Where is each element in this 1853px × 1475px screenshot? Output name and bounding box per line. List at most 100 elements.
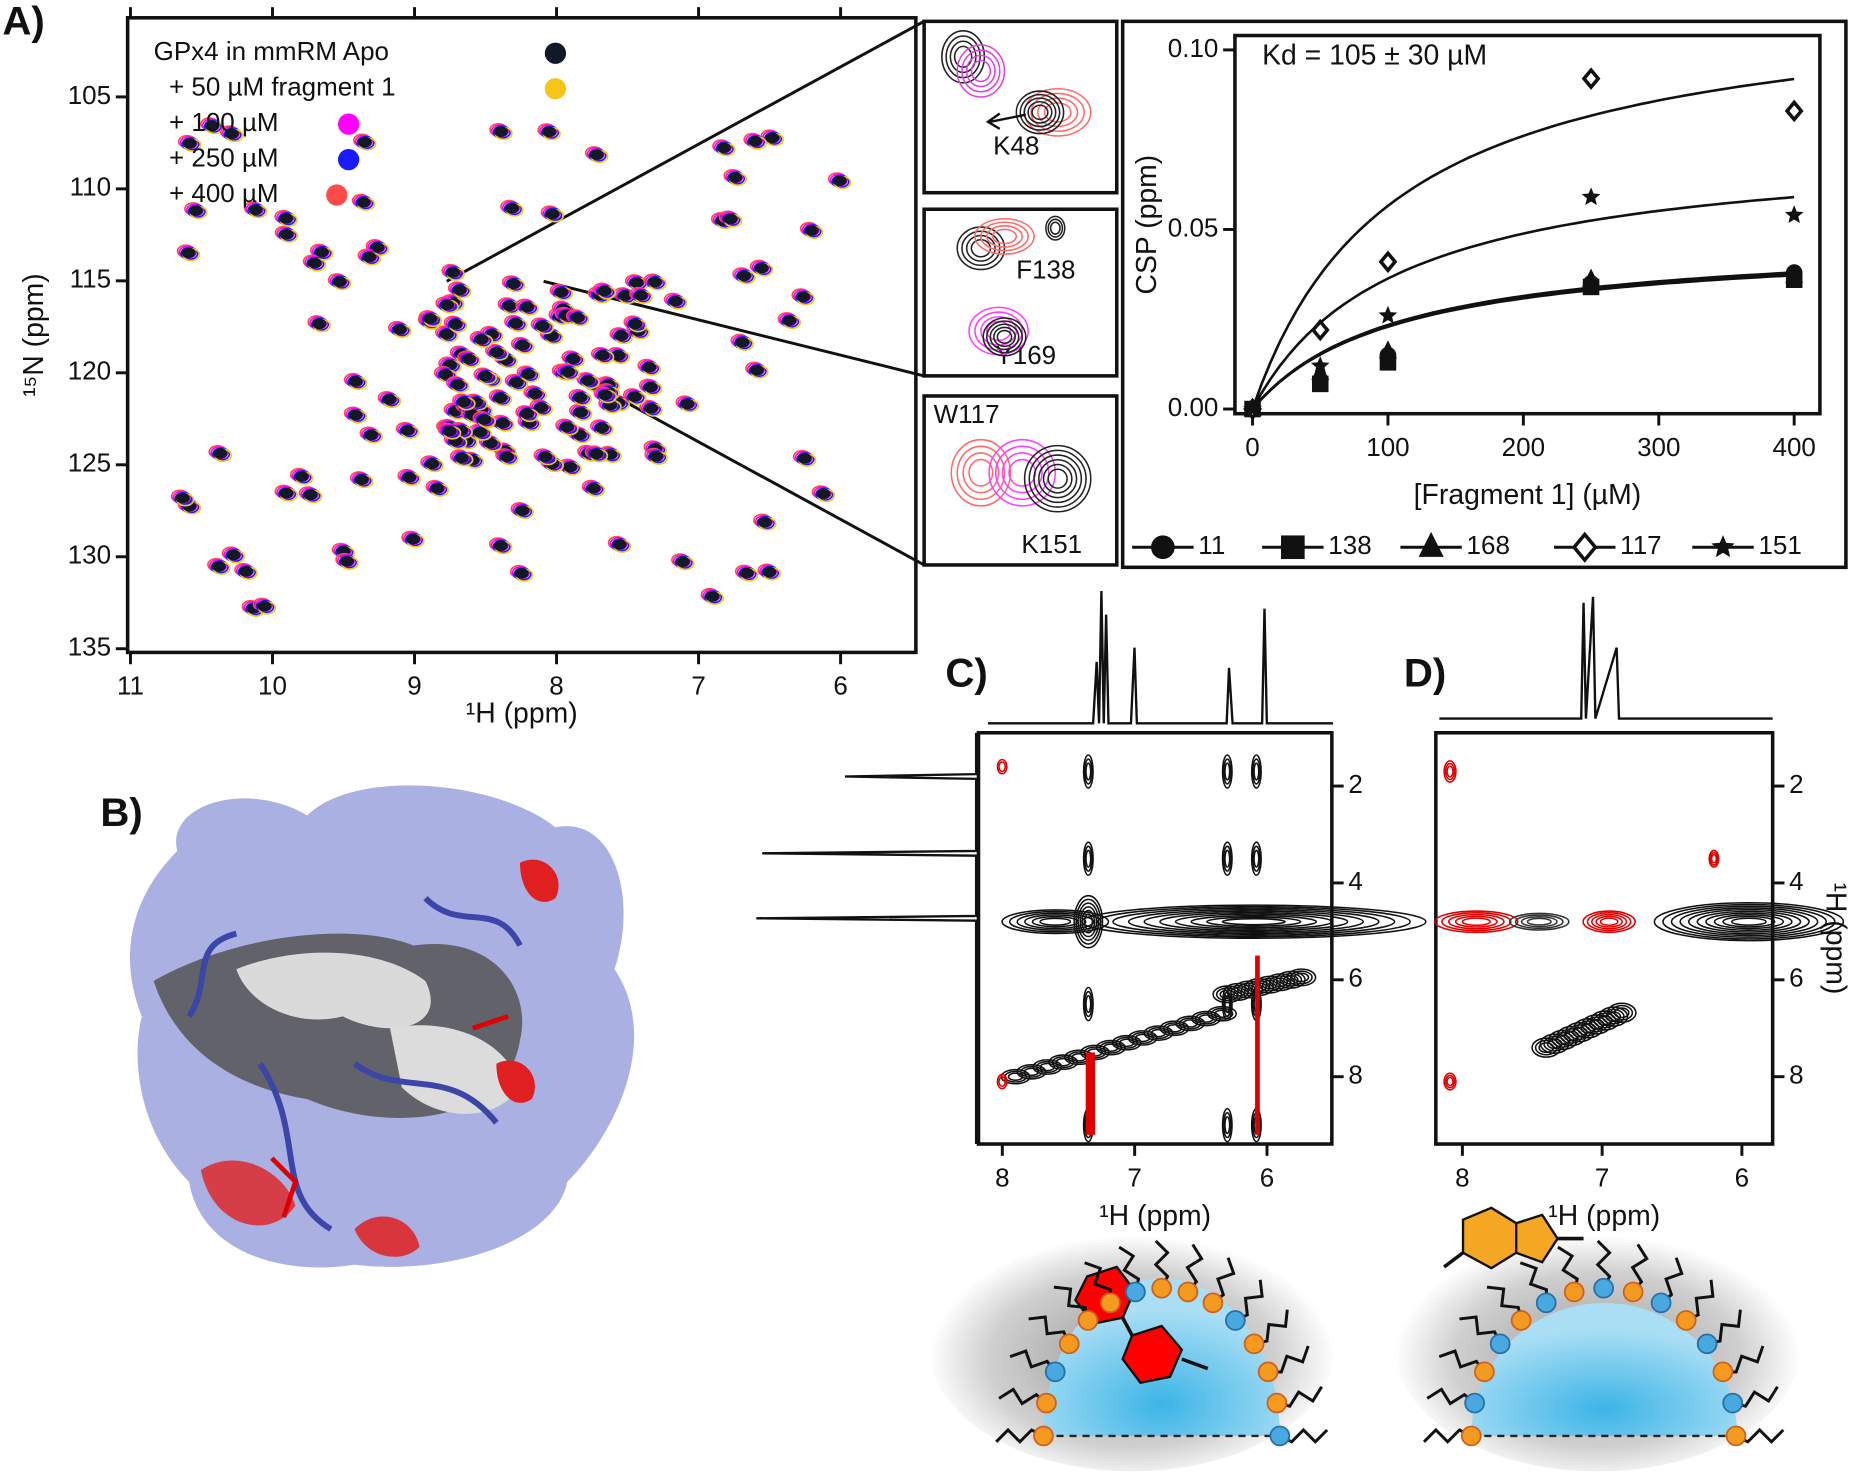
y-tick-label: 130	[68, 540, 111, 570]
peak	[442, 425, 457, 437]
peak	[762, 566, 777, 578]
peak-contour	[447, 377, 467, 391]
lipid-head	[1535, 1292, 1557, 1314]
peak-contour	[586, 147, 605, 161]
x-tick-label: 9	[407, 671, 421, 701]
peak	[181, 247, 196, 259]
legend-label: + 50 µM fragment 1	[169, 72, 396, 102]
peak-contour	[578, 373, 597, 387]
y-tick-label: 6	[1348, 963, 1362, 993]
peak-contour	[593, 421, 612, 436]
peak-contour	[720, 211, 739, 226]
x-tick-label: 7	[1127, 1162, 1141, 1192]
legend-swatch	[337, 113, 360, 135]
lipid-head	[1243, 1333, 1265, 1355]
peak	[597, 285, 612, 297]
peak-contour	[738, 566, 757, 581]
cross-peak	[1713, 914, 1785, 930]
peak-contour	[476, 413, 495, 427]
inset-contour	[994, 445, 1050, 501]
cross-peak	[1222, 990, 1232, 1018]
peak-contour	[277, 212, 297, 226]
inset-contour	[1027, 100, 1053, 124]
cross-peak	[1508, 912, 1570, 931]
peak-contour	[570, 390, 589, 404]
peak	[182, 138, 197, 149]
peak	[534, 402, 549, 413]
zoom-line	[613, 394, 925, 567]
peak-contour	[567, 310, 586, 324]
inset-contour	[956, 445, 1006, 501]
peak-contour	[713, 140, 733, 154]
peak	[520, 301, 535, 313]
peak	[629, 277, 644, 288]
peak	[617, 290, 633, 301]
cross-peak	[1286, 968, 1317, 987]
peak-contour	[276, 485, 295, 500]
peak-contour	[702, 589, 721, 603]
peak-contour	[544, 207, 563, 222]
peak-contour	[311, 244, 330, 259]
peak-contour	[569, 311, 588, 325]
x-axis-label: ¹H (ppm)	[466, 698, 578, 730]
y-axis-label: ¹H (ppm)	[1820, 882, 1852, 994]
peak-contour	[355, 196, 374, 210]
peak	[382, 394, 397, 405]
x-tick-label: 400	[1773, 432, 1816, 462]
peak-contour	[351, 472, 370, 486]
peak-contour	[212, 447, 231, 461]
peak-contour	[347, 375, 366, 389]
peak	[294, 471, 309, 482]
peak-contour	[715, 141, 734, 156]
cross-peak	[1730, 917, 1767, 926]
panel-label: A)	[2, 0, 44, 43]
inset-contour	[1047, 218, 1064, 238]
marker	[1784, 205, 1804, 224]
peak	[573, 407, 588, 418]
inset-contour	[950, 438, 1012, 507]
peak-contour	[597, 388, 616, 403]
fit-curve	[1251, 271, 1795, 410]
inset-frame	[922, 207, 1119, 378]
peak-contour	[486, 344, 506, 359]
peak-contour	[722, 212, 741, 227]
peak	[279, 228, 294, 240]
cross-peak	[1224, 762, 1231, 781]
inset-contour	[1019, 93, 1061, 131]
x-tick-label: 6	[1735, 1162, 1749, 1192]
inset-contour	[965, 54, 996, 88]
peak-contour	[596, 284, 615, 299]
marker	[1581, 187, 1601, 206]
cross-peak	[1082, 754, 1094, 789]
cross-peak	[1250, 754, 1262, 789]
peak-contour	[337, 554, 356, 568]
cross-peak	[1446, 1076, 1454, 1087]
peak-contour	[306, 256, 325, 271]
peak-contour	[518, 366, 537, 381]
lipid-head	[1058, 1333, 1080, 1355]
peak	[430, 483, 445, 494]
peak-contour	[313, 245, 332, 260]
cross-peak	[1461, 917, 1491, 927]
cross-peak	[1591, 913, 1628, 930]
cross-peak	[1679, 907, 1819, 937]
peak	[211, 561, 226, 572]
peak-contour	[361, 427, 380, 442]
peak-contour	[276, 210, 295, 225]
peak	[757, 516, 772, 528]
peak-contour	[542, 206, 561, 221]
peak-contour	[389, 322, 408, 336]
peak-contour	[512, 503, 531, 517]
lipid-head	[1151, 1277, 1173, 1299]
projection-trace	[1439, 596, 1773, 720]
peak	[257, 600, 272, 612]
peak-contour	[300, 487, 319, 501]
peak-contour	[674, 555, 693, 570]
peak	[461, 353, 477, 365]
cross-peak	[1075, 898, 1102, 945]
peak-contour	[399, 424, 418, 438]
peak-contour	[278, 228, 297, 242]
fit-curve	[1251, 272, 1795, 410]
peak	[747, 135, 763, 147]
y-tick-label: 135	[68, 632, 111, 662]
